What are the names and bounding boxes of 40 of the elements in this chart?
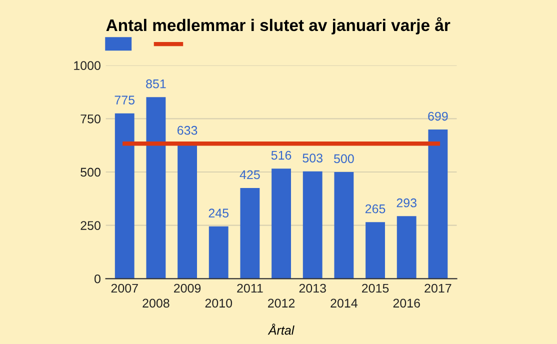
chart-title: Antal medlemmar i slutet av januari varje år <box>106 17 450 34</box>
data-label: 699 <box>428 112 448 121</box>
bar <box>240 188 260 279</box>
x-tick-label: 2016 <box>393 298 420 308</box>
bar <box>302 171 322 279</box>
bar <box>178 144 198 279</box>
y-tick-label: 1000 <box>74 61 100 70</box>
data-label: 245 <box>208 208 229 218</box>
y-tick-label: 750 <box>80 114 100 124</box>
data-label: 633 <box>178 126 198 135</box>
bar <box>428 130 448 279</box>
data-label: 851 <box>146 79 166 88</box>
data-label: 503 <box>302 154 322 162</box>
data-label: 265 <box>365 204 386 214</box>
bar <box>272 168 291 279</box>
x-tick-label: 2015 <box>362 284 389 293</box>
data-label: 500 <box>334 154 354 164</box>
x-tick-label: 2014 <box>330 298 358 308</box>
bar <box>396 216 416 279</box>
x-tick-label: 2013 <box>299 284 326 293</box>
bar <box>146 97 166 279</box>
bar <box>334 172 354 279</box>
bar <box>366 222 385 279</box>
x-tick-label: 2009 <box>174 284 201 293</box>
data-label: 516 <box>271 150 292 160</box>
x-axis-title: Årtal <box>268 324 294 335</box>
y-tick-label: 500 <box>80 168 100 177</box>
x-tick-label: 2011 <box>237 284 263 293</box>
x-tick-label: 2008 <box>142 298 170 308</box>
x-tick-label: 2017 <box>424 284 452 293</box>
y-tick-label: 250 <box>80 221 100 230</box>
x-tick-label: 2012 <box>268 298 295 308</box>
data-label: 293 <box>396 198 416 208</box>
data-label: 425 <box>240 170 260 180</box>
bar <box>114 113 134 279</box>
y-tick-label: 0 <box>94 274 100 284</box>
x-tick-label: 2007 <box>111 284 138 293</box>
bar <box>208 226 228 279</box>
data-label: 775 <box>114 96 135 104</box>
x-tick-label: 2010 <box>205 298 232 308</box>
